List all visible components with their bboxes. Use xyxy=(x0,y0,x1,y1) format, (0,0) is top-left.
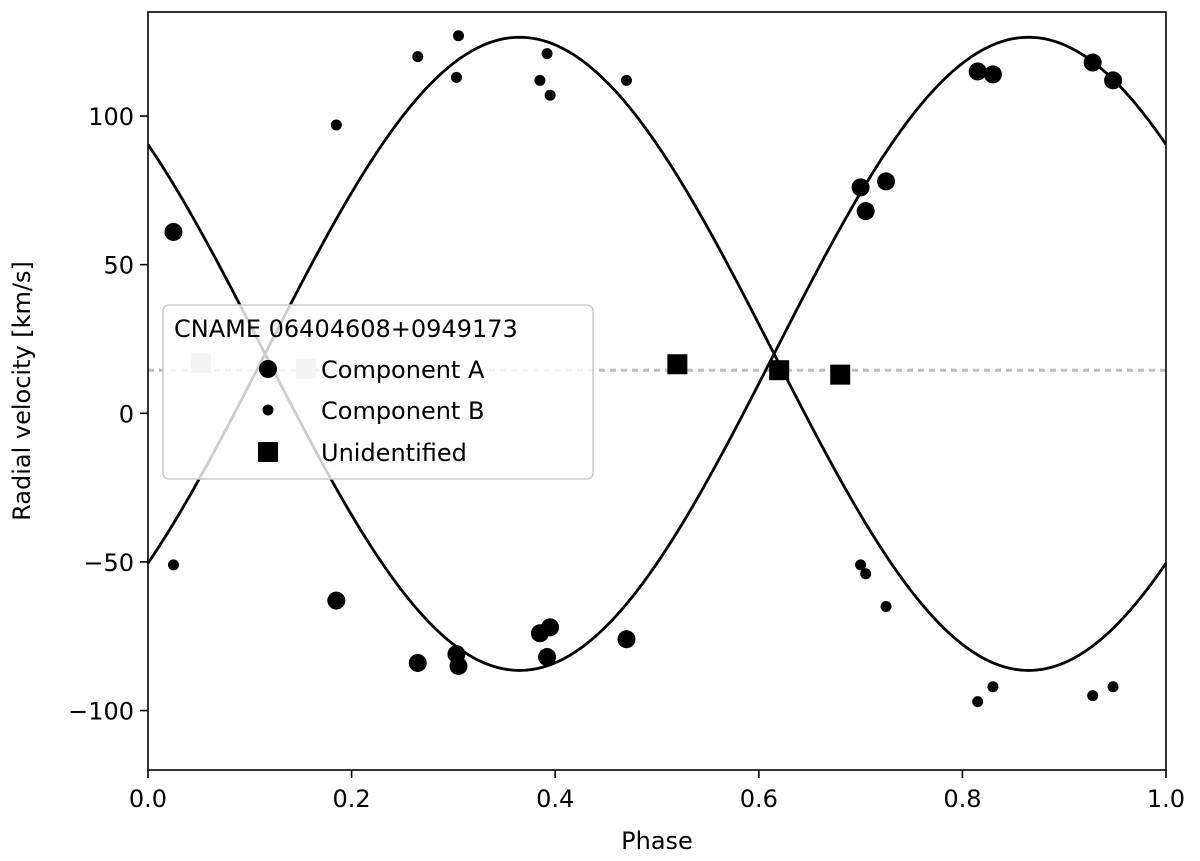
legend-box xyxy=(162,304,594,480)
component-b-point xyxy=(541,48,553,60)
y-tick-label: 50 xyxy=(103,252,134,280)
component-b-point xyxy=(620,74,632,86)
component-b-point xyxy=(412,51,424,63)
component-b-point xyxy=(860,568,872,580)
component-b-point xyxy=(1107,681,1119,693)
unidentified-point xyxy=(830,364,851,385)
component-a-point xyxy=(851,178,870,197)
x-axis-ticks: 0.0 0.2 0.4 0.6 0.8 1.0 xyxy=(129,770,1185,813)
legend-label-component-b: Component B xyxy=(321,397,484,425)
component-b-point xyxy=(534,74,546,86)
component-b-point xyxy=(855,559,867,571)
component-b-point xyxy=(452,30,464,42)
component-b-point xyxy=(972,696,984,708)
y-axis-ticks: −100 −50 0 50 100 xyxy=(68,103,148,726)
x-tick-label: 0.0 xyxy=(129,785,167,813)
legend-label-unidentified: Unidentified xyxy=(321,439,467,467)
component-b-point xyxy=(167,559,179,571)
component-a-point xyxy=(856,202,875,221)
component-a-point xyxy=(327,591,346,610)
data-points xyxy=(164,30,1123,708)
component-a-point xyxy=(968,62,987,81)
component-b-point xyxy=(330,119,342,131)
component-b-point xyxy=(544,89,556,101)
component-b-point xyxy=(880,601,892,613)
component-a-point xyxy=(449,656,468,675)
x-tick-label: 0.6 xyxy=(740,785,778,813)
component-a-point xyxy=(541,618,560,637)
component-b-point xyxy=(987,681,999,693)
component-a-point xyxy=(877,172,896,191)
x-tick-label: 0.4 xyxy=(536,785,574,813)
legend-title: CNAME 06404608+0949173 xyxy=(174,315,518,343)
y-tick-label: −100 xyxy=(68,698,134,726)
legend: CNAME 06404608+0949173 Component A Compo… xyxy=(162,304,594,480)
x-tick-label: 1.0 xyxy=(1147,785,1185,813)
legend-marker-component-a xyxy=(259,360,277,378)
component-a-point xyxy=(617,630,636,649)
y-tick-label: 100 xyxy=(88,103,134,131)
x-tick-label: 0.2 xyxy=(333,785,371,813)
legend-label-component-a: Component A xyxy=(321,356,485,384)
plot-frame xyxy=(147,11,1167,771)
component-a-point xyxy=(538,648,557,667)
fit-curve-component-b xyxy=(148,35,1166,672)
component-a-point xyxy=(1083,53,1102,72)
component-a-point xyxy=(408,653,427,672)
y-tick-label: 0 xyxy=(119,400,134,428)
x-axis-label: Phase xyxy=(621,827,693,855)
component-a-point xyxy=(983,65,1002,84)
component-b-point xyxy=(1087,690,1099,702)
component-a-point xyxy=(1104,71,1123,90)
y-axis-label: Radial velocity [km/s] xyxy=(8,261,36,521)
unidentified-point xyxy=(769,360,790,381)
legend-marker-unidentified xyxy=(258,442,278,462)
y-tick-label: −50 xyxy=(83,549,134,577)
x-tick-label: 0.8 xyxy=(943,785,981,813)
legend-marker-component-b xyxy=(262,404,274,416)
component-b-point xyxy=(450,71,462,83)
unidentified-point xyxy=(667,354,688,375)
component-a-point xyxy=(164,222,183,241)
